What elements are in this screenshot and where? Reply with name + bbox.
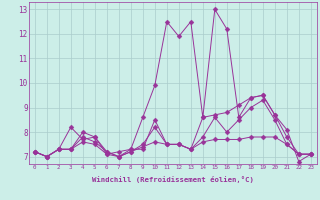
X-axis label: Windchill (Refroidissement éolien,°C): Windchill (Refroidissement éolien,°C)	[92, 176, 254, 183]
